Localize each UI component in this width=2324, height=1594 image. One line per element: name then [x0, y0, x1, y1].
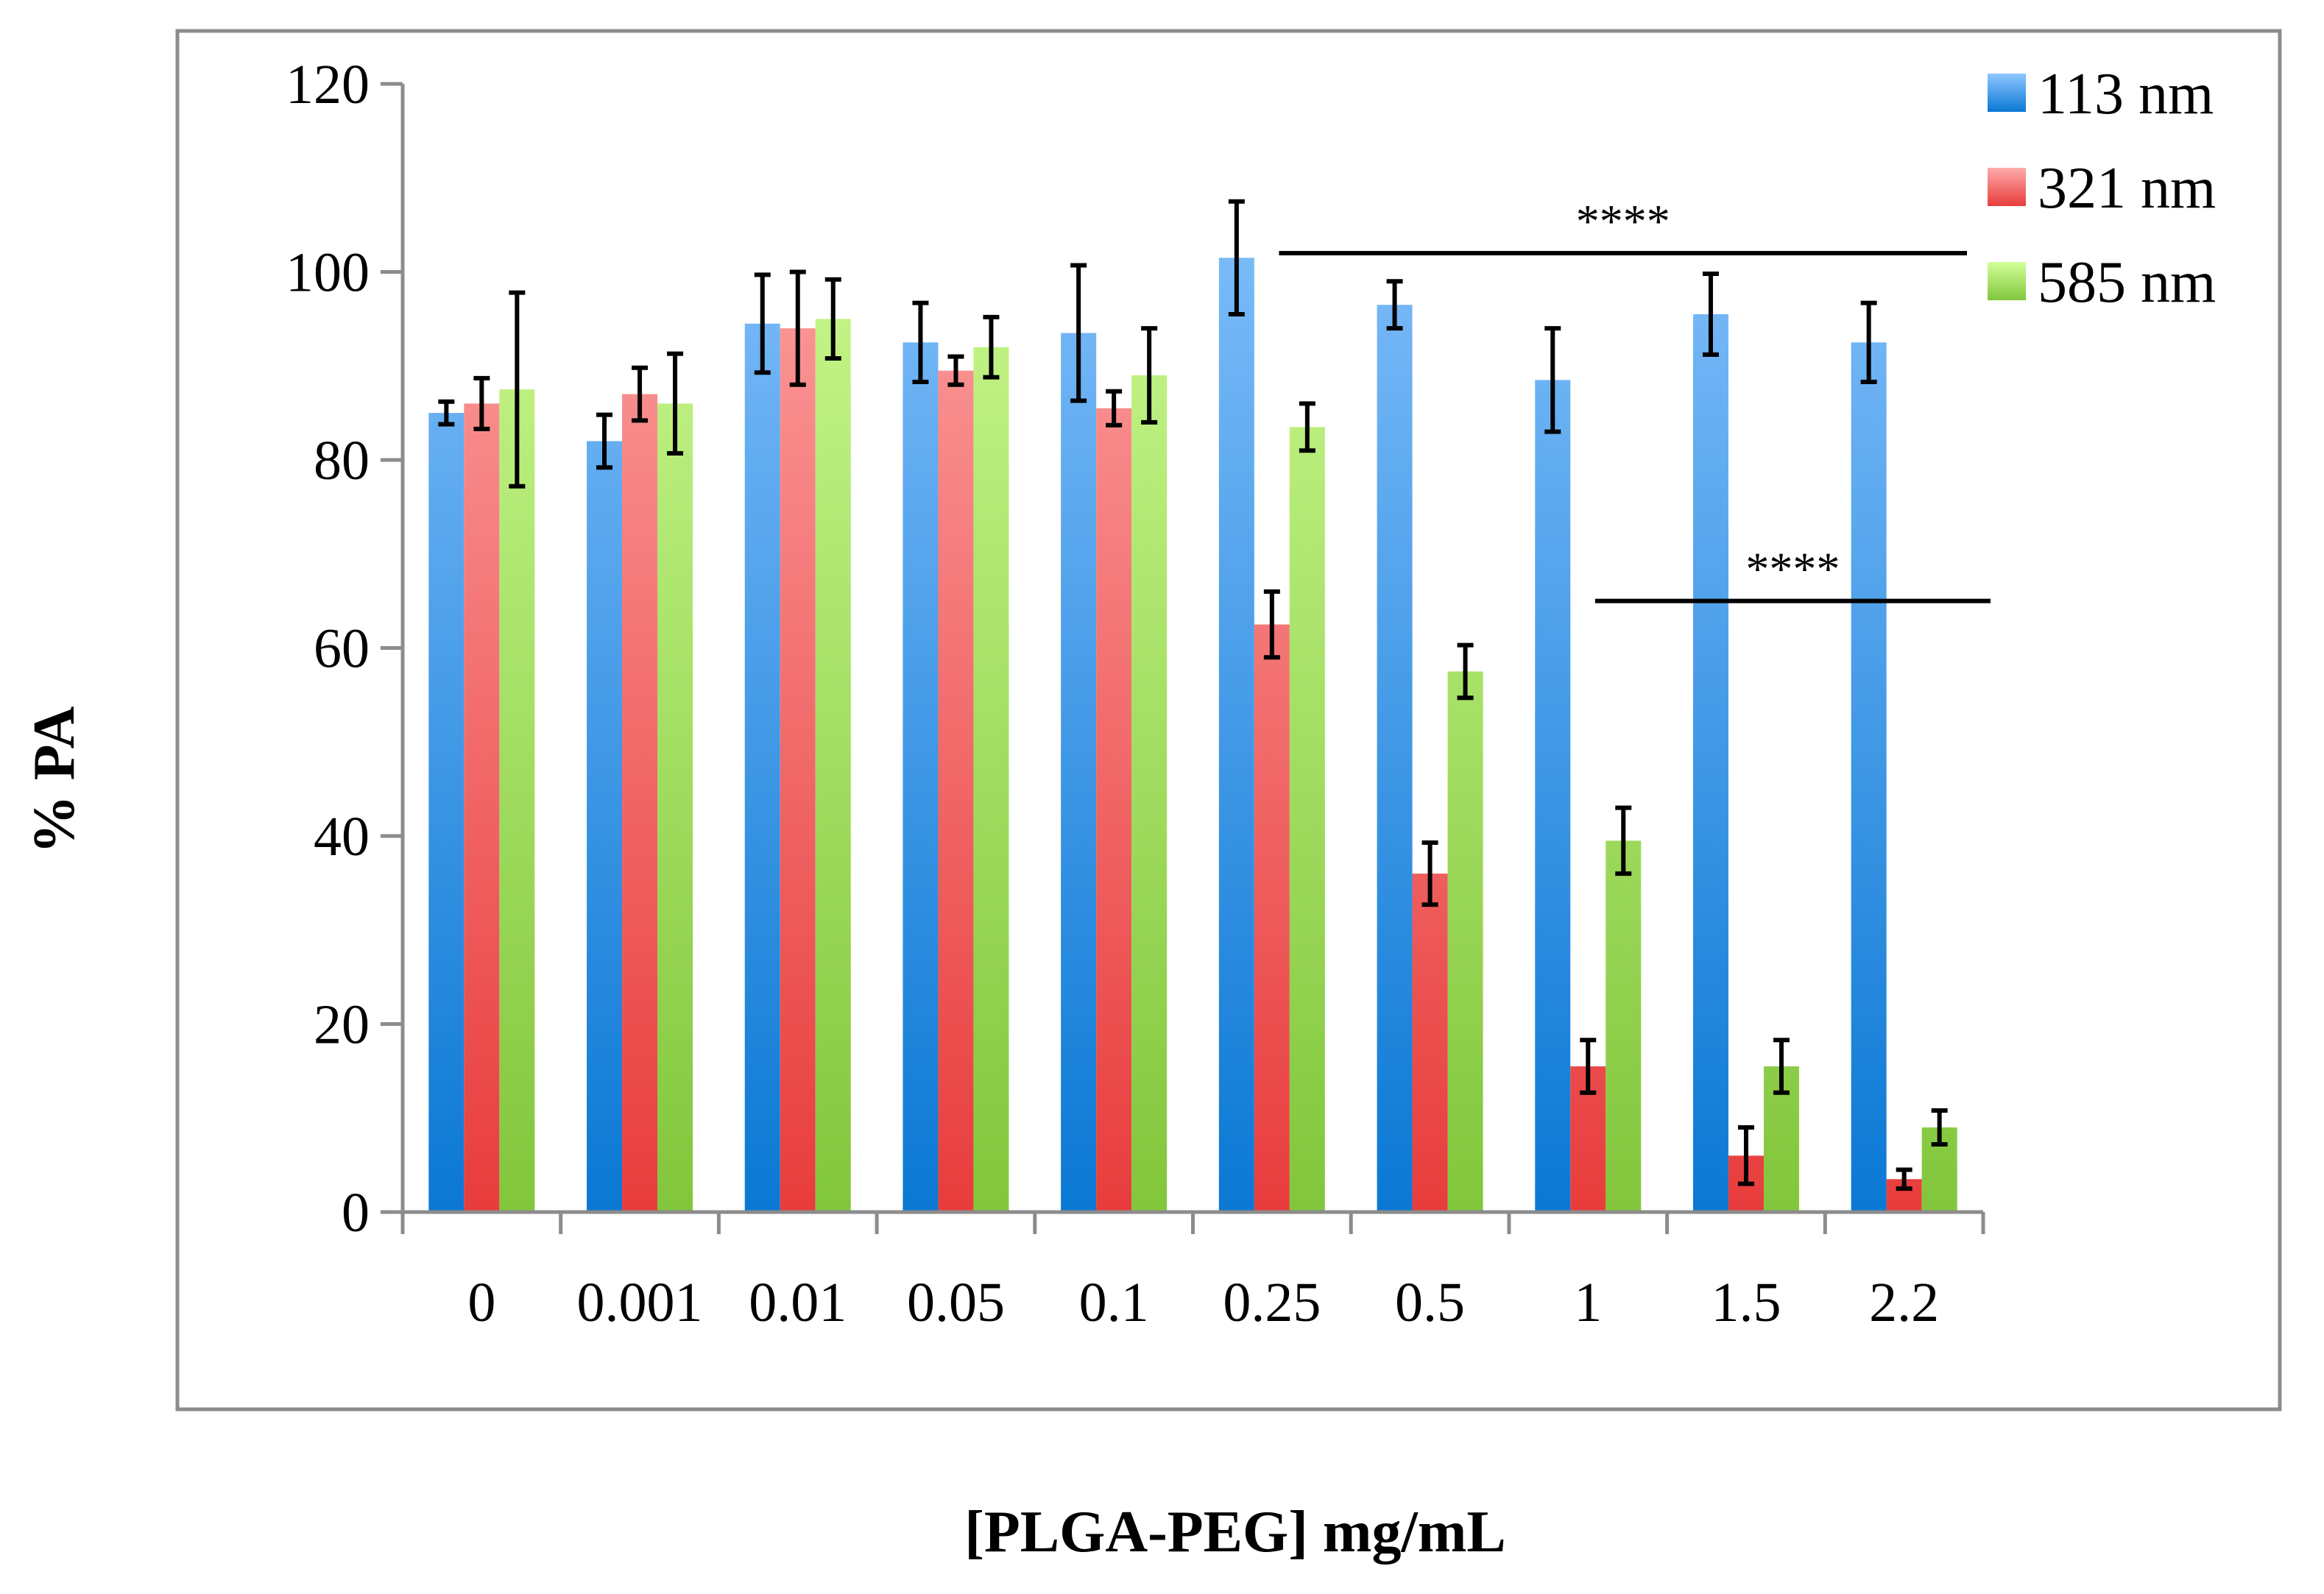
bar-113-nm [1851, 342, 1887, 1212]
x-tick-label: 2.2 [1869, 1272, 1939, 1333]
bar-585-nm [657, 403, 693, 1212]
bar-113-nm [1535, 380, 1571, 1212]
bar-585-nm [815, 319, 851, 1212]
x-tick-label: 0.25 [1223, 1272, 1321, 1333]
bar-321-nm [1096, 408, 1132, 1212]
x-tick-label: 1 [1574, 1272, 1602, 1333]
bar-585-nm [1289, 427, 1325, 1212]
bar-113-nm [428, 413, 465, 1212]
legend-swatch [1988, 74, 2026, 112]
y-axis-label: % PA [22, 706, 87, 854]
bar-321-nm [938, 370, 974, 1213]
chart-frame [175, 29, 2282, 1411]
error-bars-layer [438, 199, 1948, 1191]
bar-113-nm [1377, 305, 1413, 1212]
x-axis-label: [PLGA-PEG] mg/mL [964, 1500, 1505, 1565]
y-ticks: 0 20 40 60 80 100 120 [286, 54, 403, 1244]
legend-label: 113 nm [2038, 62, 2214, 127]
bar-113-nm [903, 342, 939, 1212]
significance-label: **** [1745, 543, 1840, 595]
bar-585-nm [499, 389, 535, 1212]
bar-585-nm [1131, 375, 1168, 1212]
x-tick-label: 0.1 [1079, 1272, 1149, 1333]
legend-swatch [1988, 168, 2026, 206]
legend-label: 321 nm [2038, 156, 2216, 221]
x-tick-label: 0.001 [577, 1272, 703, 1333]
y-tick-label: 20 [314, 994, 370, 1056]
y-tick-label: 80 [314, 430, 370, 492]
bar-113-nm [1692, 314, 1728, 1212]
y-tick-label: 0 [342, 1182, 370, 1244]
significance-annotations: **** **** [1279, 195, 1991, 603]
x-tick-label: 1.5 [1711, 1272, 1781, 1333]
bar-321-nm [622, 394, 658, 1213]
bar-321-nm [464, 403, 500, 1212]
bar-113-nm [1218, 258, 1254, 1212]
y-tick-label: 120 [286, 54, 370, 116]
bar-321-nm [1254, 624, 1290, 1212]
bars-layer [428, 258, 1957, 1213]
legend-label: 585 nm [2038, 250, 2216, 315]
x-tick-label: 0.01 [749, 1272, 847, 1333]
x-ticks: 0 0.001 0.01 0.05 0.1 0.25 0.5 1 1.5 2.2 [400, 1212, 1985, 1333]
significance-label: **** [1576, 195, 1670, 247]
bar-113-nm [744, 323, 780, 1213]
bar-113-nm [1061, 333, 1097, 1213]
bar-321-nm [1412, 874, 1448, 1212]
x-tick-label: 0 [467, 1272, 495, 1333]
bar-113-nm [587, 441, 623, 1213]
bar-585-nm [973, 347, 1009, 1213]
bar-585-nm [1447, 671, 1483, 1212]
y-tick-label: 100 [286, 242, 370, 304]
x-tick-label: 0.5 [1395, 1272, 1465, 1333]
bar-585-nm [1606, 840, 1642, 1212]
y-tick-label: 60 [314, 618, 370, 680]
legend: 113 nm 321 nm 585 nm [1988, 62, 2216, 315]
y-tick-label: 40 [314, 806, 370, 868]
legend-swatch [1988, 262, 2026, 300]
bar-321-nm [780, 328, 816, 1212]
x-tick-label: 0.05 [907, 1272, 1005, 1333]
